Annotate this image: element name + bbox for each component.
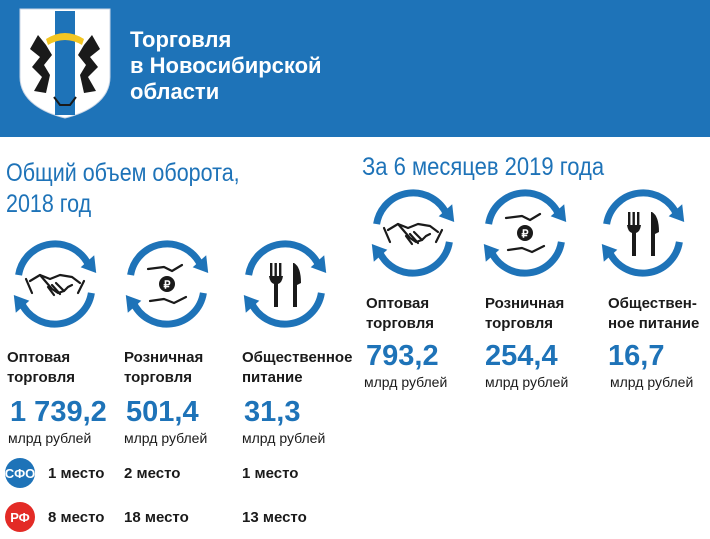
- title-line-1: Торговля: [130, 27, 232, 52]
- label-retail-2019: Розничная торговля: [485, 295, 565, 332]
- coat-of-arms-icon: [19, 8, 111, 119]
- sfo-rank-retail: 2 место: [124, 465, 181, 482]
- fork-knife-icon: [238, 237, 332, 331]
- unit-retail-2018: млрд рублей: [124, 430, 208, 446]
- value-wholesale-2018: 1 739,2: [10, 396, 107, 428]
- unit-wholesale-2019: млрд рублей: [364, 374, 448, 390]
- title-line-3: области: [130, 79, 220, 104]
- rf-rank-catering: 13 место: [242, 509, 307, 526]
- unit-retail-2019: млрд рублей: [485, 374, 569, 390]
- fork-knife-icon: [596, 186, 690, 280]
- sfo-badge: СФО: [5, 458, 35, 488]
- rf-rank-wholesale: 8 место: [48, 509, 105, 526]
- title-line-2: в Новосибирской: [130, 53, 322, 78]
- label-catering-2018: Общественное питание: [242, 349, 353, 386]
- section-2018-title-line-2: 2018 год: [6, 190, 92, 218]
- unit-catering-2018: млрд рублей: [242, 430, 326, 446]
- value-catering-2019: 16,7: [608, 340, 665, 372]
- value-retail-2018: 501,4: [126, 396, 199, 428]
- section-2018-title-line-1: Общий объем оборота,: [6, 159, 240, 187]
- section-2019-title: За 6 месяцев 2019 года: [362, 153, 605, 181]
- page-title: Торговля в Новосибирской области: [130, 27, 322, 105]
- header-banner: Торговля в Новосибирской области: [0, 0, 710, 137]
- ruble-hands-icon: ₽: [120, 237, 214, 331]
- label-wholesale-2018: Оптовая торговля: [7, 349, 75, 386]
- svg-text:₽: ₽: [164, 280, 171, 292]
- rf-rank-retail: 18 место: [124, 509, 189, 526]
- sfo-rank-wholesale: 1 место: [48, 465, 105, 482]
- label-catering-2019: Обществен-ное питание: [608, 295, 700, 332]
- unit-wholesale-2018: млрд рублей: [8, 430, 92, 446]
- rf-badge: РФ: [5, 502, 35, 532]
- ruble-hands-icon: ₽: [478, 186, 572, 280]
- svg-text:₽: ₽: [522, 229, 529, 241]
- handshake-icon: [366, 186, 460, 280]
- value-wholesale-2019: 793,2: [366, 340, 439, 372]
- sfo-rank-catering: 1 место: [242, 465, 299, 482]
- handshake-icon: [8, 237, 102, 331]
- label-retail-2018: Розничная торговля: [124, 349, 204, 386]
- value-retail-2019: 254,4: [485, 340, 558, 372]
- value-catering-2018: 31,3: [244, 396, 301, 428]
- unit-catering-2019: млрд рублей: [610, 374, 694, 390]
- label-wholesale-2019: Оптовая торговля: [366, 295, 434, 332]
